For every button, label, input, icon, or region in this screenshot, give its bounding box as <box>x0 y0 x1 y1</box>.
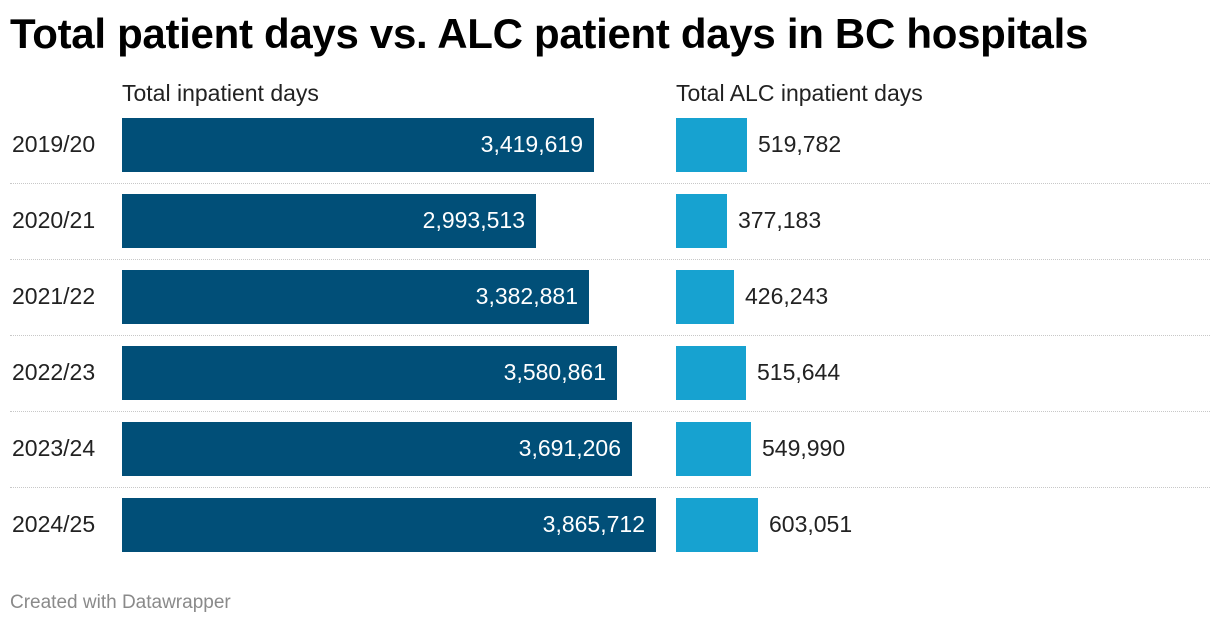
row-label: 2024/25 <box>12 511 96 537</box>
bar-total <box>122 498 656 552</box>
value-label-total: 2,993,513 <box>422 207 525 233</box>
row-label: 2023/24 <box>12 435 96 461</box>
row-separator <box>10 335 1210 336</box>
value-label-alc: 377,183 <box>738 207 822 233</box>
bar-total <box>122 346 617 400</box>
bar-total <box>122 422 632 476</box>
row-label: 2020/21 <box>12 207 96 233</box>
row-label: 2022/23 <box>12 359 96 385</box>
row-separator <box>10 487 1210 488</box>
value-label-total: 3,382,881 <box>475 283 578 309</box>
value-label-alc: 603,051 <box>769 511 853 537</box>
row-label: 2021/22 <box>12 283 96 309</box>
row-separator <box>10 259 1210 260</box>
value-label-alc: 549,990 <box>762 435 846 461</box>
row-separator <box>10 183 1210 184</box>
bar-total <box>122 194 536 248</box>
bar-alc <box>676 118 747 172</box>
chart-title: Total patient days vs. ALC patient days … <box>10 10 1089 57</box>
row-label: 2019/20 <box>12 131 96 157</box>
value-label-alc: 426,243 <box>745 283 829 309</box>
row-separator <box>10 411 1210 412</box>
column-header-total: Total inpatient days <box>122 80 319 106</box>
value-label-alc: 519,782 <box>758 131 842 157</box>
bar-alc <box>676 422 751 476</box>
bar-alc <box>676 498 758 552</box>
bar-alc <box>676 270 734 324</box>
value-label-alc: 515,644 <box>757 359 841 385</box>
bar-alc <box>676 346 746 400</box>
footer-credit: Created with Datawrapper <box>10 592 231 613</box>
bar-total <box>122 118 594 172</box>
bar-alc <box>676 194 727 248</box>
value-label-total: 3,865,712 <box>542 511 645 537</box>
value-label-total: 3,580,861 <box>503 359 606 385</box>
column-header-alc: Total ALC inpatient days <box>676 80 923 106</box>
value-label-total: 3,691,206 <box>518 435 621 461</box>
value-label-total: 3,419,619 <box>480 131 583 157</box>
bar-total <box>122 270 589 324</box>
